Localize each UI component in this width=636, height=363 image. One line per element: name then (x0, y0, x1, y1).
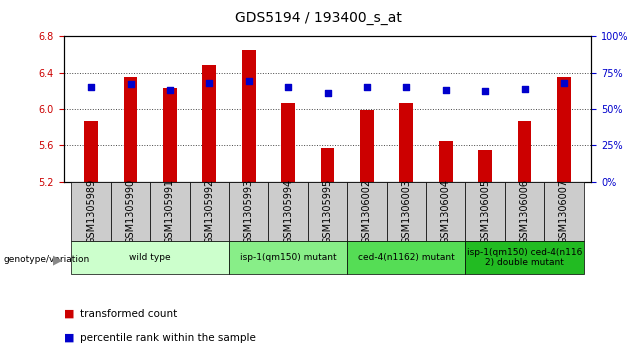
Text: genotype/variation: genotype/variation (3, 255, 90, 264)
Point (244, 78, 254, 84)
Text: GSM1306002: GSM1306002 (362, 179, 372, 244)
Bar (399, 103, 413, 182)
Text: GSM1306004: GSM1306004 (441, 179, 451, 244)
Point (520, 86, 530, 91)
FancyBboxPatch shape (150, 182, 190, 241)
Bar (321, 148, 335, 182)
Bar (123, 77, 137, 182)
FancyBboxPatch shape (229, 241, 347, 274)
FancyBboxPatch shape (466, 182, 505, 241)
Text: GSM1305989: GSM1305989 (86, 179, 96, 244)
FancyBboxPatch shape (190, 182, 229, 241)
Bar (163, 88, 177, 182)
FancyBboxPatch shape (505, 182, 544, 241)
FancyBboxPatch shape (111, 182, 150, 241)
Text: GSM1305995: GSM1305995 (322, 179, 333, 244)
Point (322, 90, 333, 96)
Bar (242, 50, 256, 182)
Point (480, 89, 490, 94)
Point (125, 81, 135, 87)
Text: transformed count: transformed count (80, 309, 177, 319)
FancyBboxPatch shape (71, 182, 111, 241)
Bar (518, 121, 532, 182)
Text: ▶: ▶ (53, 253, 62, 266)
Text: ■: ■ (64, 333, 74, 343)
Bar (478, 150, 492, 182)
Text: GSM1305993: GSM1305993 (244, 179, 254, 244)
Text: GDS5194 / 193400_s_at: GDS5194 / 193400_s_at (235, 11, 401, 25)
FancyBboxPatch shape (229, 182, 268, 241)
Text: GSM1306005: GSM1306005 (480, 179, 490, 244)
Bar (439, 140, 453, 182)
Text: isp-1(qm150) ced-4(n116
2) double mutant: isp-1(qm150) ced-4(n116 2) double mutant (467, 248, 582, 268)
FancyBboxPatch shape (71, 241, 229, 274)
Bar (202, 65, 216, 182)
FancyBboxPatch shape (347, 241, 466, 274)
Text: isp-1(qm150) mutant: isp-1(qm150) mutant (240, 253, 336, 262)
FancyBboxPatch shape (308, 182, 347, 241)
Bar (85, 121, 98, 182)
Point (283, 84, 293, 90)
Point (204, 80, 214, 86)
Text: GSM1305991: GSM1305991 (165, 179, 175, 244)
Bar (281, 103, 295, 182)
Point (86, 84, 96, 90)
Text: GSM1306006: GSM1306006 (520, 179, 530, 244)
Text: ced-4(n1162) mutant: ced-4(n1162) mutant (358, 253, 455, 262)
Text: percentile rank within the sample: percentile rank within the sample (80, 333, 256, 343)
Bar (557, 77, 570, 182)
FancyBboxPatch shape (347, 182, 387, 241)
Point (441, 87, 451, 93)
Point (559, 80, 569, 86)
Text: GSM1305992: GSM1305992 (204, 179, 214, 244)
FancyBboxPatch shape (268, 182, 308, 241)
Text: GSM1306003: GSM1306003 (401, 179, 411, 244)
FancyBboxPatch shape (466, 241, 584, 274)
Point (362, 84, 372, 90)
Bar (360, 110, 374, 182)
FancyBboxPatch shape (544, 182, 584, 241)
FancyBboxPatch shape (426, 182, 466, 241)
Point (401, 84, 411, 90)
Text: wild type: wild type (130, 253, 171, 262)
FancyBboxPatch shape (387, 182, 426, 241)
Point (165, 87, 175, 93)
Text: GSM1305994: GSM1305994 (283, 179, 293, 244)
Text: ■: ■ (64, 309, 74, 319)
Text: GSM1305990: GSM1305990 (125, 179, 135, 244)
Text: GSM1306007: GSM1306007 (559, 179, 569, 244)
